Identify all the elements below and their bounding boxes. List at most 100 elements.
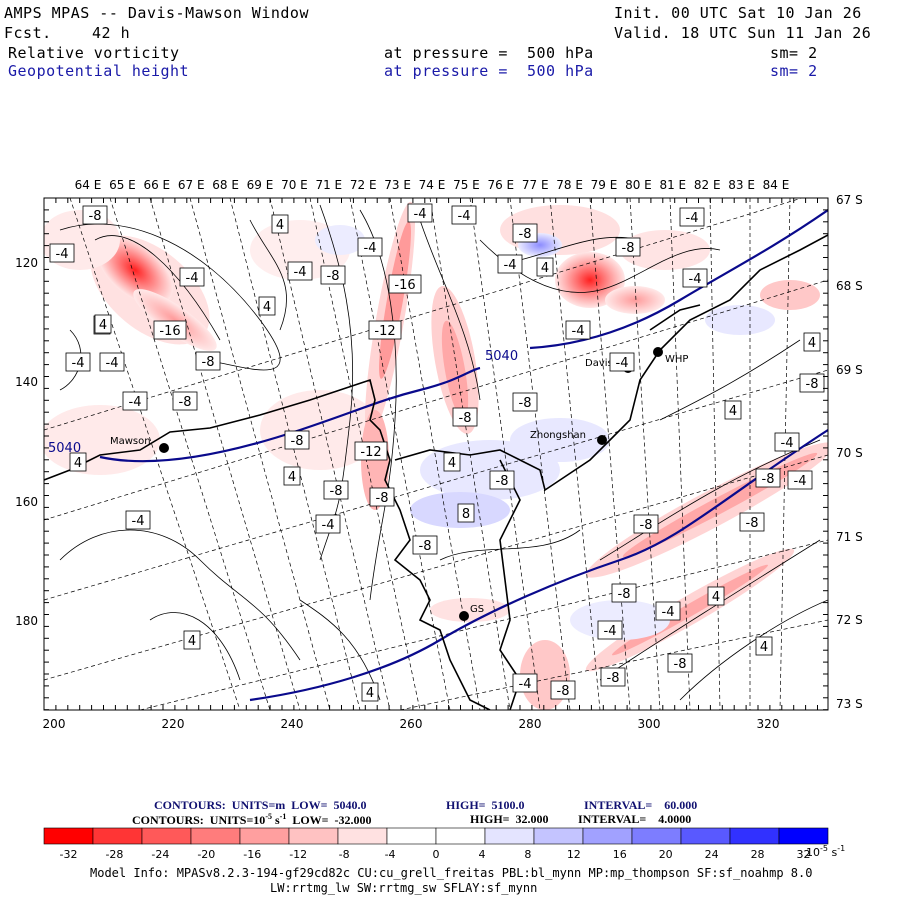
top-axis-label: 69 E [247,178,274,192]
bottom-axis-label: 240 [281,717,304,731]
station-gs-marker [459,611,469,621]
contour-label: -4 [179,267,205,287]
title: AMPS MPAS -- Davis-Mawson Window [4,4,309,22]
contour-label: -8 [195,351,221,371]
contour-label: -8 [172,391,198,411]
vort-contour-info: CONTOURS: UNITS=10-5 s-1 LOW= -32.000 [132,812,372,828]
colorbar-swatch [533,827,584,845]
svg-text:-12: -12 [374,324,395,339]
contour-label: -8 [633,514,659,534]
svg-text:4: 4 [188,634,196,649]
contour-label: -4 [609,352,635,372]
contour-label: 4 [724,400,742,420]
colorbar-tick: 0 [433,848,440,861]
bottom-axis-label: 300 [638,717,661,731]
contour-label: -8 [615,237,641,257]
model-info: Model Info: MPASv8.2.3-194-gf29cd82c CU:… [90,866,813,880]
svg-text:-4: -4 [458,209,471,224]
svg-text:-4: -4 [689,272,702,287]
svg-text:-8: -8 [459,411,472,426]
vort-units-label: CONTOURS: UNITS=10 [132,813,266,827]
right-axis-label: 72 S [836,613,863,627]
svg-text:-8: -8 [179,395,192,410]
colorbar-tick: -8 [339,848,350,861]
top-axis-label: 77 E [522,178,549,192]
left-axis-label: 160 [15,495,38,509]
colorbar-tick: 12 [567,848,581,861]
top-axis-label: 79 E [591,178,618,192]
height-contour-high: HIGH= 5100.0 [446,798,525,812]
station-mawson-marker [159,443,169,453]
svg-text:-16: -16 [159,324,180,339]
contour-label: -4 [597,620,623,640]
colorbar-swatch [190,827,241,845]
colorbar-tick: 8 [524,848,531,861]
right-axis-label: 71 S [836,530,863,544]
vort-contour-high: HIGH= 32.000 [470,812,549,826]
vort-units-exp: -5 [265,812,272,821]
contour-label: 4 [707,586,725,606]
svg-text:-8: -8 [607,671,620,686]
left-axis-label: 180 [15,614,38,628]
svg-text:-8: -8 [762,472,775,487]
svg-text:-4: -4 [364,241,377,256]
svg-text:-4: -4 [604,624,617,639]
svg-text:-8: -8 [496,474,509,489]
svg-text:-8: -8 [89,209,102,224]
contour-label: -8 [611,583,637,603]
svg-text:-4: -4 [781,436,794,451]
contour-label: -12 [354,441,388,461]
colorbar-tick: -20 [197,848,215,861]
contour-label: -4 [125,510,151,530]
contour-label: 4 [443,452,461,472]
contour-label: -4 [655,601,681,621]
axis-ticks [43,197,828,711]
station-gs-label: GS [470,604,484,615]
contour-label: -4 [315,514,341,534]
colorbar-tick: 20 [659,848,673,861]
height-label-5040-west: 5040 [48,441,81,456]
left-axis-labels: 120 140 160 180 [15,256,38,628]
field1-name: Relative vorticity [8,44,180,62]
contour-label: -4 [122,391,148,411]
svg-text:-4: -4 [106,356,119,371]
station-davis-label: Davis [585,358,613,369]
svg-text:-4: -4 [132,514,145,529]
contour-label: -4 [451,205,477,225]
contour-label: 4 [361,682,379,702]
svg-text:-8: -8 [640,518,653,533]
svg-text:-4: -4 [794,474,807,489]
svg-text:-12: -12 [360,445,381,460]
contour-label: -8 [799,373,825,393]
top-axis-label: 66 E [143,178,170,192]
colorbar-swatch [239,827,290,845]
top-axis-labels: 64 E 65 E 66 E 67 E 68 E 69 E 70 E 71 E 72 E 73 E… [75,178,790,192]
svg-text:-4: -4 [572,324,585,339]
colorbar-swatch [288,827,339,845]
vort-units-s: s [271,813,280,827]
right-axis-label: 67 S [836,193,863,207]
field1-level: at pressure = 500 hPa [384,44,594,62]
svg-text:-8: -8 [557,684,570,699]
top-axis-label: 78 E [556,178,583,192]
contour-label: 4 [271,214,289,234]
station-whp-label: WHP [665,354,688,365]
top-axis-label: 72 E [350,178,377,192]
colorbar-tick: 4 [478,848,485,861]
svg-text:-8: -8 [330,484,343,499]
svg-text:-4: -4 [616,356,629,371]
contour-label: -8 [82,205,108,225]
svg-text:-4: -4 [72,356,85,371]
svg-text:8: 8 [462,507,470,522]
contour-label: 4 [283,466,301,486]
contour-label: -4 [497,254,523,274]
contour-label: -8 [550,680,576,700]
top-axis-label: 67 E [178,178,205,192]
colorbar-swatch [43,827,94,845]
contour-label: -8 [600,667,626,687]
contour-label: -4 [774,432,800,452]
vort-units-s-exp: -1 [279,812,287,821]
colorbar-tick: 16 [613,848,627,861]
contour-label: -12 [368,320,402,340]
map-field: Mawson Davis WHP Zhongshan GS 5040 5040 … [44,198,828,710]
